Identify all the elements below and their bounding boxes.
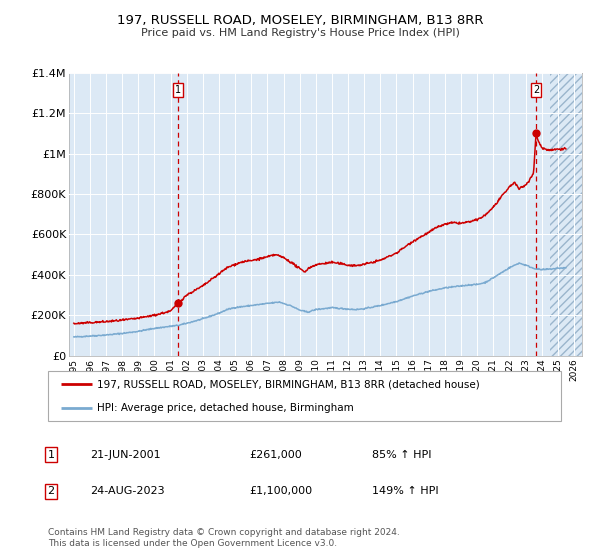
Text: 1: 1: [47, 450, 55, 460]
FancyBboxPatch shape: [48, 371, 561, 421]
Text: Price paid vs. HM Land Registry's House Price Index (HPI): Price paid vs. HM Land Registry's House …: [140, 28, 460, 38]
Text: 2: 2: [533, 85, 539, 95]
Text: 197, RUSSELL ROAD, MOSELEY, BIRMINGHAM, B13 8RR: 197, RUSSELL ROAD, MOSELEY, BIRMINGHAM, …: [117, 14, 483, 27]
Text: HPI: Average price, detached house, Birmingham: HPI: Average price, detached house, Birm…: [97, 403, 353, 413]
Text: 21-JUN-2001: 21-JUN-2001: [90, 450, 161, 460]
Text: £1,100,000: £1,100,000: [249, 486, 312, 496]
Text: 85% ↑ HPI: 85% ↑ HPI: [372, 450, 431, 460]
Text: 149% ↑ HPI: 149% ↑ HPI: [372, 486, 439, 496]
Text: £261,000: £261,000: [249, 450, 302, 460]
Text: 24-AUG-2023: 24-AUG-2023: [90, 486, 164, 496]
Text: Contains HM Land Registry data © Crown copyright and database right 2024.
This d: Contains HM Land Registry data © Crown c…: [48, 528, 400, 548]
Text: 1: 1: [175, 85, 181, 95]
Text: 197, RUSSELL ROAD, MOSELEY, BIRMINGHAM, B13 8RR (detached house): 197, RUSSELL ROAD, MOSELEY, BIRMINGHAM, …: [97, 379, 479, 389]
Bar: [550, 73, 582, 356]
Text: 2: 2: [47, 486, 55, 496]
